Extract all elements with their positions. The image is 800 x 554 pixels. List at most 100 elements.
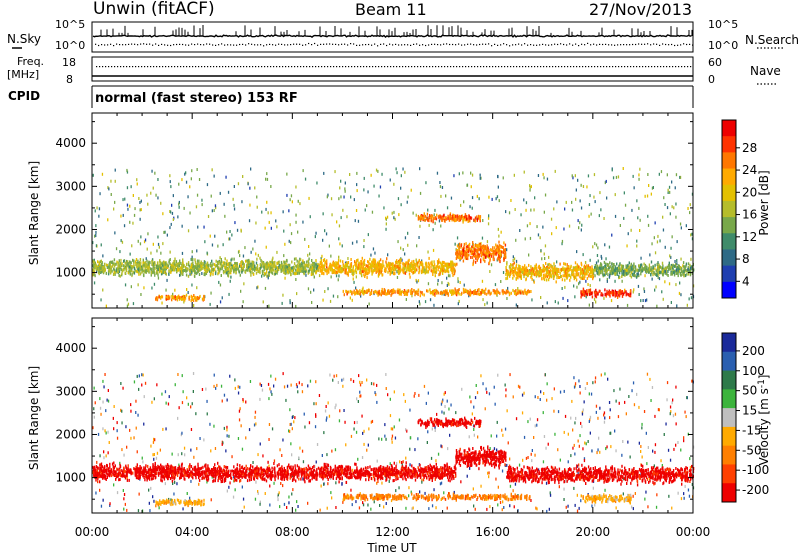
range-cell xyxy=(582,271,585,275)
range-cell xyxy=(270,264,273,268)
range-cell xyxy=(419,263,421,267)
range-cell xyxy=(232,197,234,201)
range-cell xyxy=(251,263,253,267)
range-cell xyxy=(662,228,665,232)
range-cell xyxy=(548,262,550,266)
range-cell xyxy=(689,203,691,207)
range-cell xyxy=(178,205,180,209)
nsearch-point xyxy=(185,44,187,46)
range-cell xyxy=(515,259,518,263)
range-cell xyxy=(424,268,426,272)
range-cell xyxy=(645,268,648,271)
range-cell xyxy=(407,262,410,265)
range-cell xyxy=(540,273,542,277)
range-cell xyxy=(586,185,588,189)
range-cell xyxy=(445,263,447,266)
freq-point xyxy=(465,66,467,68)
range-cell xyxy=(565,274,567,278)
range-cell xyxy=(637,272,639,276)
nsearch-point xyxy=(521,44,523,46)
range-cell xyxy=(456,214,459,218)
freq-point xyxy=(231,66,233,68)
range-cell xyxy=(423,266,425,270)
range-cell xyxy=(101,263,103,267)
range-cell xyxy=(114,168,116,172)
range-cell xyxy=(427,208,429,212)
range-cell xyxy=(657,261,659,265)
range-cell xyxy=(217,244,219,248)
freq-point xyxy=(510,66,512,68)
range-cell xyxy=(215,259,217,263)
range-cell xyxy=(306,263,309,267)
range-cell xyxy=(122,264,125,268)
noise-tick-high: 10^5 xyxy=(55,18,85,31)
nsearch-point xyxy=(128,43,130,45)
freq-point xyxy=(666,66,668,68)
range-cell xyxy=(484,251,486,255)
freq-point xyxy=(558,66,560,68)
range-cell xyxy=(374,261,377,265)
range-cell xyxy=(569,266,572,270)
range-cell xyxy=(211,243,214,247)
freq-point xyxy=(669,66,671,68)
range-cell xyxy=(222,261,224,265)
freq-point xyxy=(651,66,653,68)
range-cell xyxy=(165,288,167,292)
range-cell xyxy=(678,270,681,273)
nsearch-point xyxy=(239,43,241,46)
range-cell xyxy=(176,267,178,271)
range-cell xyxy=(675,283,677,287)
range-cell xyxy=(164,266,166,270)
range-cell xyxy=(406,262,408,266)
range-cell xyxy=(387,270,389,274)
range-cell xyxy=(639,265,642,269)
range-cell xyxy=(194,274,196,278)
freq-point xyxy=(678,66,680,68)
range-cell xyxy=(332,261,334,265)
range-cell xyxy=(594,268,596,272)
range-cell xyxy=(188,264,191,268)
freq-point xyxy=(444,66,446,68)
range-cell xyxy=(487,222,490,226)
range-cell xyxy=(514,208,516,211)
range-cell xyxy=(111,260,114,264)
range-cell xyxy=(478,244,481,248)
range-cell xyxy=(605,268,607,272)
nsearch-point xyxy=(632,43,634,46)
nsearch-point xyxy=(365,44,367,46)
range-cell xyxy=(394,217,396,221)
range-cell xyxy=(305,263,307,267)
noise-tick-high-right: 10^5 xyxy=(708,18,738,31)
range-cell xyxy=(446,206,449,210)
range-cell xyxy=(150,270,153,274)
range-cell xyxy=(556,260,558,264)
range-cell xyxy=(398,266,400,270)
nsearch-point xyxy=(272,44,274,46)
range-cell xyxy=(583,265,585,269)
range-cell xyxy=(164,271,167,275)
freq-point xyxy=(96,66,98,68)
range-cell xyxy=(283,263,286,267)
range-cell xyxy=(367,268,370,272)
range-cell xyxy=(630,228,632,232)
range-cell xyxy=(584,272,586,275)
range-cell xyxy=(236,264,238,268)
range-cell xyxy=(252,265,254,269)
range-cell xyxy=(321,266,324,270)
range-cell xyxy=(129,265,131,269)
range-cell xyxy=(465,252,467,256)
range-cell xyxy=(227,273,229,277)
range-cell xyxy=(402,167,404,171)
nsearch-point xyxy=(254,44,256,46)
range-cell xyxy=(185,265,187,269)
freq-point xyxy=(657,66,659,68)
range-cell xyxy=(315,231,317,235)
range-cell xyxy=(676,266,678,270)
range-cell xyxy=(267,276,269,280)
range-cell xyxy=(432,220,434,224)
range-cell xyxy=(439,265,441,269)
range-cell xyxy=(153,265,155,269)
range-cell xyxy=(340,270,342,274)
range-cell xyxy=(668,267,670,271)
range-cell xyxy=(123,224,126,228)
